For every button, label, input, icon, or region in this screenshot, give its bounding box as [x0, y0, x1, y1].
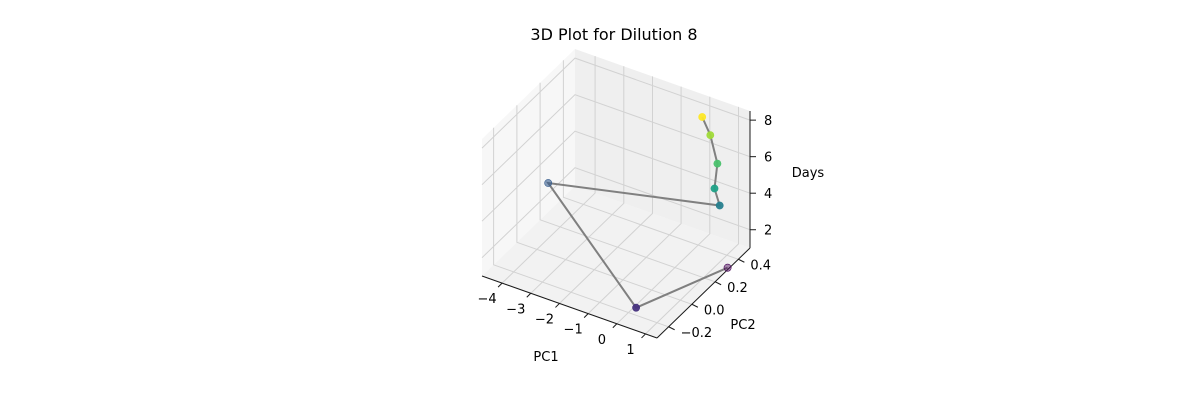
y-tick-label: −0.2: [681, 326, 713, 341]
z-gridline: [481, 94, 751, 186]
y-axis-label: PC2: [730, 318, 755, 333]
z-axis-label: Days: [792, 166, 825, 181]
x-tick-label: −3: [506, 302, 525, 317]
left-pane: [482, 49, 575, 276]
grid-lines: [481, 56, 751, 335]
y-tick-label: 0.4: [750, 258, 771, 273]
tick-marks: −4 −3 −2 −1 0 1 −0.2 0.00.20.4 2 4 6 8: [477, 114, 772, 358]
data-point: [710, 184, 719, 193]
x-tick-label: −2: [535, 312, 554, 327]
z-tick-label: 6: [764, 151, 772, 166]
axis-edges: [481, 111, 751, 339]
data-point: [715, 201, 724, 210]
data-point: [706, 131, 715, 139]
y-tick-mark: [714, 281, 722, 286]
floor-pane: [482, 186, 750, 338]
y-tick-label: 0.2: [727, 281, 748, 296]
x-tick-mark: [555, 303, 560, 308]
x-tick-mark: [526, 292, 532, 298]
data-point: [632, 303, 640, 312]
x-tick-label: −4: [477, 292, 496, 307]
x-axis-label: PC1: [533, 350, 558, 365]
x-tick-mark: [641, 333, 646, 339]
z-gridline: [481, 167, 751, 259]
back-pane: [575, 49, 750, 248]
x-tick-label: −1: [564, 323, 583, 338]
y-tick-mark: [691, 303, 699, 308]
x-tick-label: 1: [626, 343, 634, 358]
data-point: [713, 159, 722, 168]
z-gridline: [481, 130, 751, 222]
data-point: [723, 263, 732, 272]
data-point: [698, 113, 707, 121]
z-tick-label: 8: [764, 114, 772, 129]
data-series: [544, 113, 732, 312]
x-tick-mark: [612, 323, 618, 329]
y-tick-mark: [668, 326, 675, 331]
y-tick-mark: [738, 258, 745, 263]
x-tick-label: 0: [598, 333, 606, 348]
y-tick-label: 0.0: [704, 303, 725, 318]
x-tick-mark: [583, 313, 589, 318]
trajectory-line: [546, 116, 729, 309]
z-tick-label: 2: [764, 224, 772, 239]
axis-panes: [482, 49, 750, 338]
x-axis-line: [481, 275, 658, 339]
z-tick-label: 4: [764, 187, 772, 202]
y-axis-line: [656, 247, 751, 339]
chart-title: 3D Plot for Dilution 8: [530, 25, 697, 44]
x-tick-mark: [497, 282, 503, 288]
data-point: [544, 179, 553, 187]
z-gridline: [481, 57, 751, 149]
